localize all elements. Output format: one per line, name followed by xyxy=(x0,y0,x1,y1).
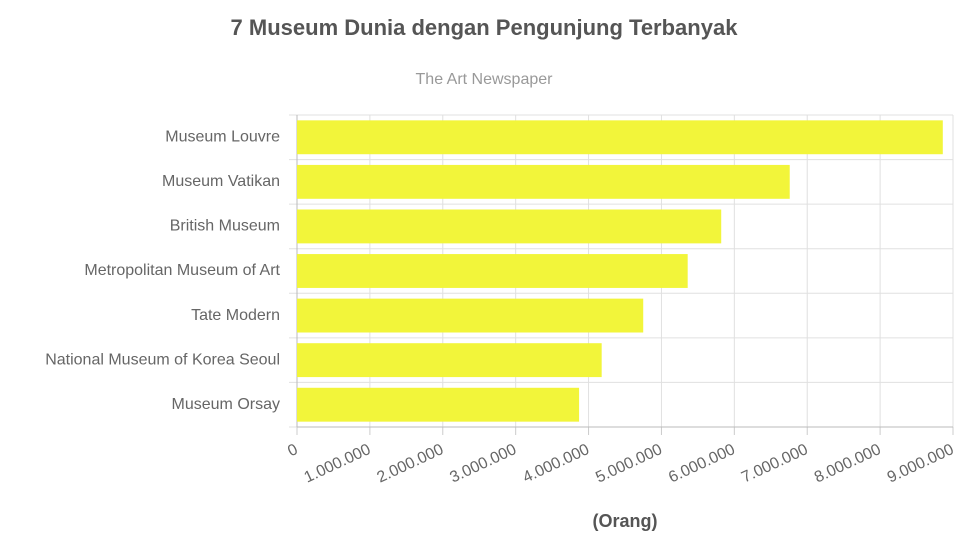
y-tick-label: Metropolitan Museum of Art xyxy=(84,262,280,279)
x-tick-label: 7.000.000 xyxy=(739,441,811,487)
chart-title: 7 Museum Dunia dengan Pengunjung Terbany… xyxy=(231,15,739,40)
y-tick-label: Museum Louvre xyxy=(165,129,280,146)
x-tick-label: 3.000.000 xyxy=(447,441,519,487)
bar xyxy=(297,120,943,155)
y-tick-label: Museum Orsay xyxy=(172,396,280,413)
bar xyxy=(297,209,722,244)
x-tick-label: 1.000.000 xyxy=(302,441,374,487)
x-tick-label: 8.000.000 xyxy=(812,441,884,487)
chart-subtitle: The Art Newspaper xyxy=(416,71,554,88)
x-axis-title: (Orang) xyxy=(593,511,658,531)
x-tick-label: 5.000.000 xyxy=(593,441,665,487)
y-tick-label: British Museum xyxy=(170,218,280,235)
x-tick-label: 6.000.000 xyxy=(666,441,738,487)
y-tick-label: Tate Modern xyxy=(191,307,280,324)
y-tick-label: Museum Vatikan xyxy=(162,173,280,190)
x-tick-label: 0 xyxy=(285,441,300,460)
x-tick-label: 2.000.000 xyxy=(375,441,447,487)
y-tick-label: National Museum of Korea Seoul xyxy=(45,351,280,368)
bar xyxy=(297,254,688,288)
bar xyxy=(297,164,790,199)
bar xyxy=(297,387,580,422)
x-tick-label: 4.000.000 xyxy=(520,441,592,487)
bar xyxy=(297,298,644,333)
bar xyxy=(297,343,602,378)
x-tick-label: 9.000.000 xyxy=(885,441,957,487)
